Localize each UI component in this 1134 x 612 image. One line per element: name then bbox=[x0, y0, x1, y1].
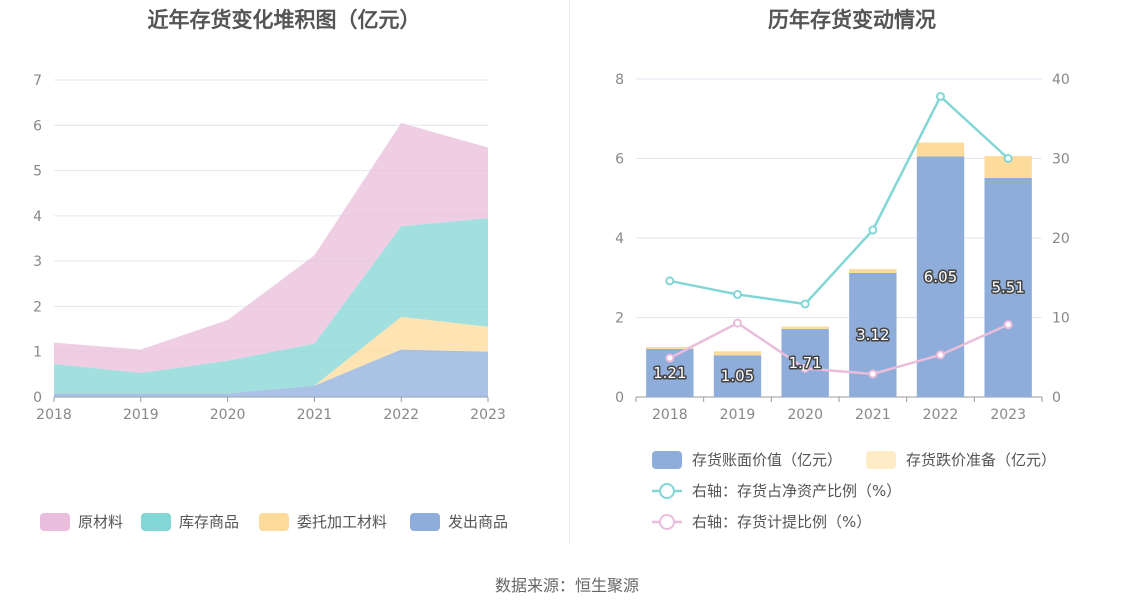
legend-swatch-marker bbox=[659, 483, 675, 499]
x-tick-label: 2021 bbox=[855, 407, 891, 423]
legend-label: 委托加工材料 bbox=[297, 513, 387, 531]
x-tick-label: 2022 bbox=[923, 407, 959, 423]
y-tick-label: 5 bbox=[33, 164, 42, 180]
legend-item: 右轴：存货占净资产比例（%） bbox=[652, 482, 901, 500]
y-left-tick-label: 2 bbox=[615, 311, 624, 327]
y-left-tick-label: 8 bbox=[615, 72, 624, 88]
bar-data-label: 5.51 bbox=[991, 278, 1024, 296]
legend-item: 存货账面价值（亿元） bbox=[652, 451, 842, 469]
x-tick-label: 2023 bbox=[990, 407, 1026, 423]
bar-data-label: 1.21 bbox=[653, 364, 686, 382]
bar-data-label: 6.05 bbox=[924, 268, 957, 286]
area-series bbox=[54, 218, 488, 394]
bar-impairment bbox=[916, 142, 965, 157]
area-series bbox=[54, 123, 488, 373]
line-point bbox=[733, 318, 742, 328]
legend-label: 原材料 bbox=[78, 513, 123, 531]
left-chart-title: 近年存货变化堆积图（亿元） bbox=[147, 8, 421, 32]
legend-swatch bbox=[410, 513, 440, 531]
legend-swatch bbox=[259, 513, 289, 531]
line-point bbox=[1003, 320, 1013, 330]
line-point bbox=[936, 91, 945, 101]
legend-swatch-marker bbox=[659, 514, 675, 530]
legend-item: 库存商品 bbox=[141, 513, 239, 531]
panel-divider bbox=[569, 0, 570, 545]
y-right-tick-label: 0 bbox=[1052, 390, 1061, 406]
x-tick-label: 2021 bbox=[297, 407, 333, 423]
legend-swatch bbox=[141, 513, 171, 531]
x-tick-label: 2018 bbox=[652, 407, 688, 423]
line-point bbox=[665, 276, 675, 286]
legend-label: 库存商品 bbox=[179, 513, 239, 531]
right-chart-title: 历年存货变动情况 bbox=[768, 8, 936, 32]
x-tick-label: 2019 bbox=[720, 407, 756, 423]
line-point bbox=[800, 299, 810, 309]
line-point bbox=[936, 350, 945, 360]
bar-data-label: 1.71 bbox=[788, 354, 821, 372]
legend-item: 原材料 bbox=[40, 513, 123, 531]
y-tick-label: 6 bbox=[33, 118, 42, 134]
y-right-tick-label: 40 bbox=[1052, 72, 1070, 88]
legend-item: 发出商品 bbox=[410, 513, 508, 531]
left-chart-panel: 近年存货变化堆积图（亿元） 0 1 2 3 4 5 6 7 2018 2019 2020 2021 20… bbox=[0, 0, 568, 545]
bar-book-value bbox=[984, 177, 1032, 397]
stacked-area-chart: 0 1 2 3 4 5 6 7 2018 2019 2020 2021 2022 2023 原材料 库存商品 委… bbox=[33, 73, 508, 531]
bar-book-value bbox=[713, 355, 762, 397]
y-left-tick-label: 0 bbox=[615, 390, 624, 406]
area-series bbox=[54, 316, 488, 394]
x-tick-label: 2023 bbox=[470, 407, 506, 423]
data-source: 数据来源：恒生聚源 bbox=[494, 576, 639, 595]
y-left-tick-label: 4 bbox=[615, 231, 624, 247]
legend-label: 右轴：存货占净资产比例（%） bbox=[692, 482, 901, 500]
combo-bar-line-chart: 0 2 4 6 8 0 10 20 30 40 2018 2019 2020 2021 2022 2023 1.… bbox=[615, 72, 1070, 531]
x-tick-label: 2018 bbox=[36, 407, 72, 423]
bar-book-value bbox=[781, 329, 829, 397]
bar-impairment bbox=[646, 346, 694, 349]
legend-item: 右轴：存货计提比例（%） bbox=[652, 513, 871, 531]
line-point bbox=[733, 289, 742, 299]
line-point bbox=[665, 353, 675, 363]
y-tick-label: 3 bbox=[33, 254, 42, 270]
line-point bbox=[800, 363, 810, 373]
line-series bbox=[669, 321, 1009, 376]
bar-data-label: 1.05 bbox=[721, 367, 754, 385]
legend-label: 右轴：存货计提比例（%） bbox=[692, 513, 871, 531]
x-tick-label: 2020 bbox=[210, 407, 246, 423]
line-series bbox=[669, 94, 1010, 306]
bar-impairment bbox=[849, 269, 897, 273]
legend-label: 发出商品 bbox=[448, 513, 508, 531]
area-series bbox=[54, 349, 488, 397]
legend-label: 存货跌价准备（亿元） bbox=[906, 451, 1056, 469]
y-tick-label: 7 bbox=[33, 73, 42, 89]
y-right-tick-label: 20 bbox=[1052, 231, 1070, 247]
y-tick-label: 2 bbox=[33, 299, 42, 315]
legend-swatch bbox=[652, 451, 682, 469]
x-tick-label: 2022 bbox=[383, 407, 419, 423]
y-tick-label: 1 bbox=[33, 345, 42, 361]
line-point bbox=[868, 369, 878, 379]
line-point bbox=[1003, 154, 1013, 163]
bar-impairment bbox=[713, 351, 762, 356]
bar-data-label: 3.12 bbox=[856, 326, 889, 344]
x-tick-label: 2020 bbox=[787, 407, 823, 423]
line-point bbox=[868, 225, 878, 235]
y-right-tick-label: 10 bbox=[1052, 311, 1070, 327]
y-tick-label: 0 bbox=[33, 390, 42, 406]
legend-item: 委托加工材料 bbox=[259, 513, 387, 531]
bar-impairment bbox=[984, 156, 1032, 178]
legend-label: 存货账面价值（亿元） bbox=[692, 451, 842, 469]
right-chart-panel: 历年存货变动情况 0 2 4 6 8 0 10 20 30 40 2018 2019 2020 2021 2… bbox=[570, 0, 1134, 545]
x-tick-label: 2019 bbox=[123, 407, 159, 423]
legend-item: 存货跌价准备（亿元） bbox=[866, 451, 1056, 469]
y-right-tick-label: 30 bbox=[1052, 152, 1070, 168]
y-left-tick-label: 6 bbox=[615, 152, 624, 168]
legend-swatch bbox=[866, 451, 896, 469]
legend-swatch bbox=[40, 513, 70, 531]
y-tick-label: 4 bbox=[33, 209, 42, 225]
bar-impairment bbox=[781, 326, 829, 330]
